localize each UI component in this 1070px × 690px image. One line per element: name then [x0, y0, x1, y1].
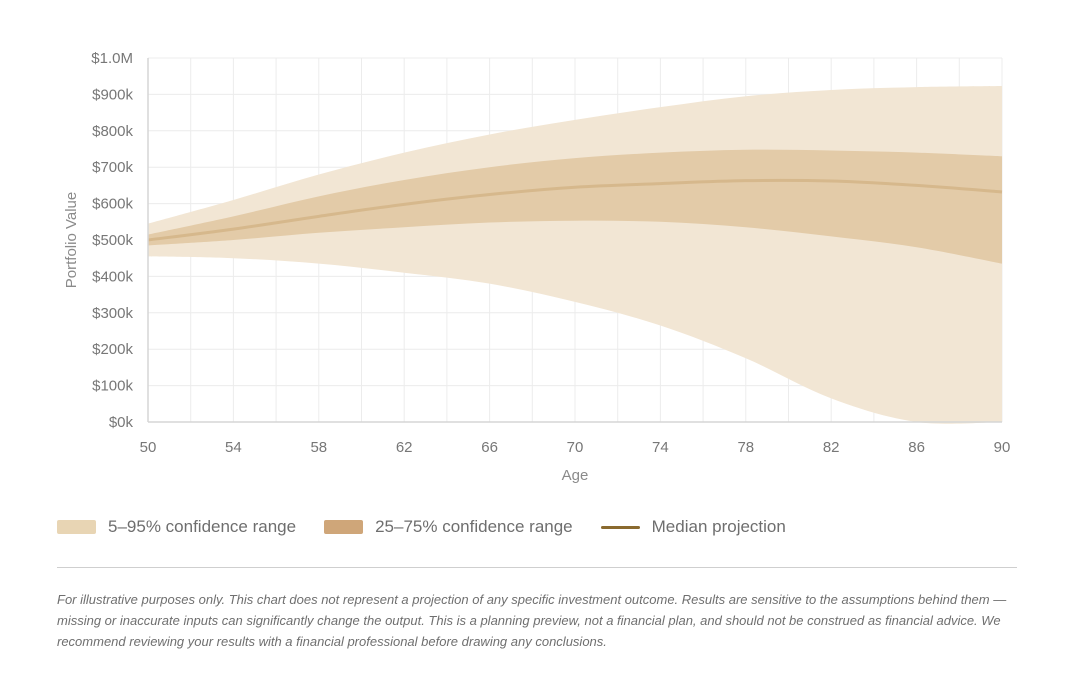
legend-swatch-median [600, 525, 640, 529]
x-tick-label: 70 [567, 439, 584, 456]
legend-swatch-inner [324, 520, 364, 534]
x-tick-label: 90 [994, 439, 1011, 456]
chart-legend: 5–95% confidence range 25–75% confidence… [57, 517, 814, 537]
confidence-bands [147, 86, 1003, 424]
x-tick-label: 66 [481, 439, 498, 456]
x-tick-label: 74 [652, 439, 669, 456]
x-axis-title: Age [562, 467, 589, 484]
x-tick-label: 62 [396, 439, 413, 456]
y-axis-title: Portfolio Value [63, 192, 80, 288]
legend-item-inner-band: 25–75% confidence range [324, 517, 573, 537]
y-tick-label: $500k [92, 232, 133, 249]
x-tick-label: 50 [140, 439, 157, 456]
divider [57, 567, 1017, 568]
y-tick-label: $0k [109, 414, 134, 431]
y-tick-label: $800k [92, 123, 133, 140]
y-tick-label: $600k [92, 196, 133, 213]
portfolio-projection-chart: 50 54 58 62 66 70 74 78 82 86 90 $0k $100k $200k $300k… [63, 50, 1010, 484]
median-line [147, 178, 1003, 242]
legend-label-outer: 5–95% confidence range [108, 517, 297, 536]
x-tick-label: 54 [225, 439, 242, 456]
x-tick-label: 58 [310, 439, 327, 456]
y-tick-label: $300k [92, 305, 133, 322]
y-tick-label: $1.0M [91, 50, 133, 67]
x-tick-label: 78 [737, 439, 754, 456]
axes [147, 58, 1002, 423]
x-tick-label: 86 [908, 439, 925, 456]
y-tick-label: $100k [92, 378, 133, 395]
legend-swatch-outer [57, 520, 96, 534]
y-tick-label: $900k [92, 86, 133, 103]
y-tick-label: $400k [92, 268, 133, 285]
y-tick-label: $700k [92, 159, 133, 176]
legend-item-median: Median projection [600, 517, 786, 537]
band-25-75 [148, 149, 1002, 264]
x-tick-label: 82 [823, 439, 840, 456]
legend-item-outer-band: 5–95% confidence range [57, 517, 296, 537]
legend-label-inner: 25–75% confidence range [375, 517, 573, 536]
legend-label-median: Median projection [651, 517, 786, 536]
y-tick-label: $200k [92, 341, 133, 358]
tick-labels: 50 54 58 62 66 70 74 78 82 86 90 $0k $100k $200k $300k… [91, 50, 1010, 456]
disclaimer-text: For illustrative purposes only. This cha… [57, 592, 1007, 649]
